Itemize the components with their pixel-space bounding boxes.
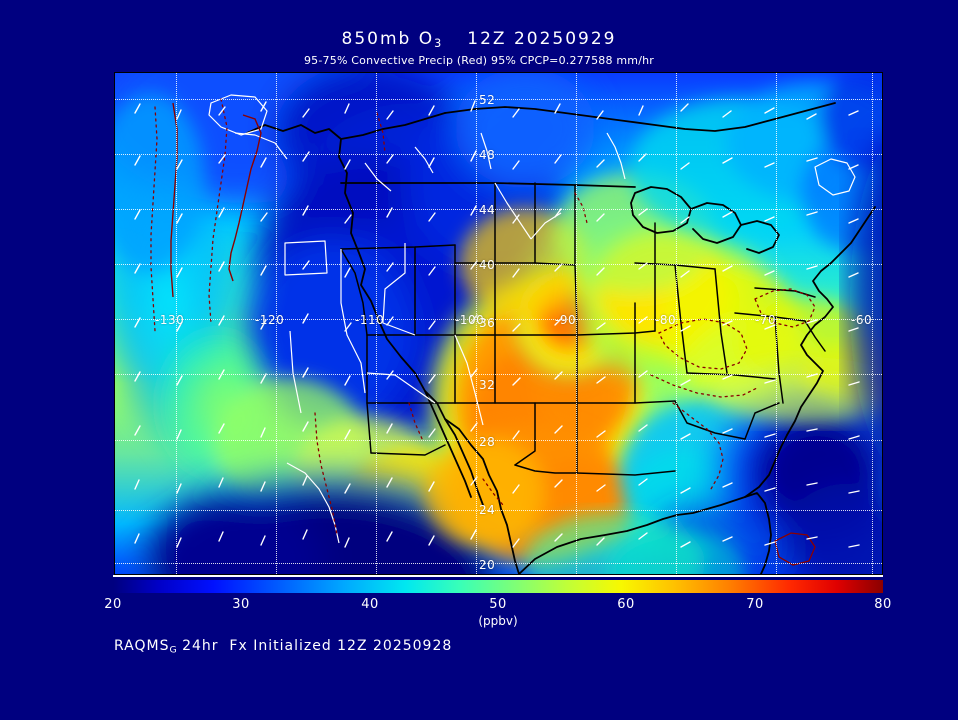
title-species: O (418, 29, 435, 49)
colorbar-gradient (113, 580, 883, 593)
latitude-labels: 52 48 44 40 36 32 28 24 20 (115, 73, 882, 574)
lon-label: -90 (555, 313, 577, 327)
colorbar-tick: 70 (746, 597, 764, 612)
grid-line-lon (872, 73, 873, 574)
grid-line-lon (776, 73, 777, 574)
longitude-labels: -130 -120 -110 -100 -90 -80 -70 -60 (115, 73, 882, 574)
lat-label: 44 (479, 203, 496, 217)
lon-label: -120 (255, 313, 285, 327)
lat-label: 48 (479, 148, 496, 162)
grid-line-lat (115, 374, 882, 375)
lat-label: 36 (479, 316, 496, 330)
grid-line-lat (115, 319, 882, 320)
lon-label: -60 (851, 313, 873, 327)
grid-line-lat (115, 264, 882, 265)
lat-label: 28 (479, 435, 496, 449)
lat-label: 24 (479, 503, 496, 517)
title-product: 850mb (341, 29, 412, 49)
grid-line-lat (115, 209, 882, 210)
colorbar-tick: 30 (232, 597, 250, 612)
colorbar-tick: 60 (617, 597, 635, 612)
colorbar-tick: 40 (361, 597, 379, 612)
colorbar-tick: 20 (104, 597, 122, 612)
colorbar-top-rule (113, 575, 883, 577)
lon-label: -130 (155, 313, 185, 327)
grid-line-lon (576, 73, 577, 574)
grid-line-lon (476, 73, 477, 574)
grid-line-lon (676, 73, 677, 574)
colorbar-tick: 50 (489, 597, 507, 612)
colorbar-tick: 80 (874, 597, 892, 612)
lat-label: 40 (479, 258, 496, 272)
colorbar[interactable]: 20 30 40 50 60 70 80 (ppbv) (104, 575, 891, 628)
grid-line-lat (115, 440, 882, 441)
footer-model-name: RAQMS (114, 638, 170, 654)
grid-line-lon (176, 73, 177, 574)
grid-line-lat (115, 99, 882, 100)
grid-line-lat (115, 563, 882, 564)
page-title: 850mb O3 12Z 20250929 (0, 29, 958, 50)
lon-label: -100 (455, 313, 485, 327)
grid-line-lat (115, 154, 882, 155)
graticule (115, 73, 882, 574)
footer-model-subscript: G (169, 644, 177, 656)
lon-label: -70 (755, 313, 777, 327)
footer-text: 24hr Fx Initialized 12Z 20250928 (176, 638, 453, 654)
lat-label: 20 (479, 558, 496, 572)
map-boundaries (246, 102, 876, 574)
grid-line-lon (276, 73, 277, 574)
ozone-map-panel[interactable]: -130 -120 -110 -100 -90 -80 -70 -60 52 4… (114, 72, 883, 575)
colorbar-units-label: (ppbv) (478, 614, 518, 628)
title-valid-time: 12Z 20250929 (467, 29, 617, 49)
title-species-subscript: 3 (434, 37, 442, 51)
page-subtitle: 95-75% Convective Precip (Red) 95% CPCP=… (303, 54, 655, 67)
grid-line-lon (376, 73, 377, 574)
wind-vectors (134, 100, 860, 548)
lon-label: -80 (655, 313, 677, 327)
lat-label: 32 (479, 378, 496, 392)
grid-line-lat (115, 510, 882, 511)
lat-label: 52 (479, 93, 496, 107)
footer-caption: RAQMSG 24hr Fx Initialized 12Z 20250928 (114, 638, 452, 656)
lon-label: -110 (355, 313, 385, 327)
ozone-contour-field (115, 73, 882, 574)
